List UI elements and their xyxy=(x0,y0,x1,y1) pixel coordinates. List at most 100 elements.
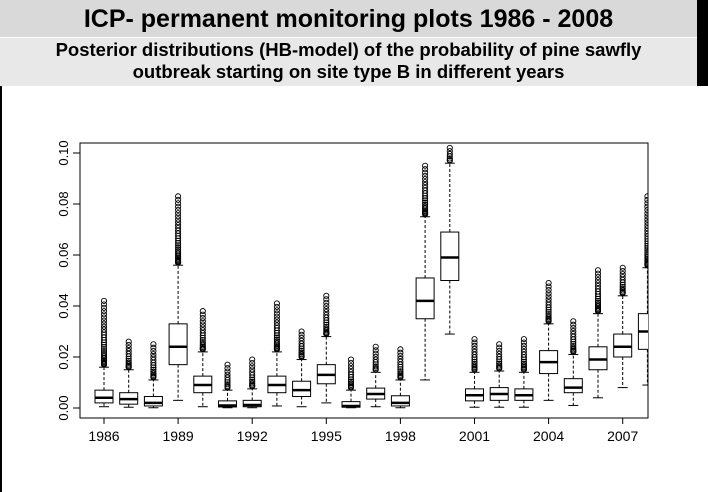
outlier-point xyxy=(323,309,330,316)
iqr-box xyxy=(563,378,583,394)
outlier-point xyxy=(619,274,626,281)
outlier-point xyxy=(273,319,280,326)
y-tick-label: 0.04 xyxy=(56,293,71,318)
banner-divider xyxy=(0,37,697,38)
outlier-point xyxy=(347,368,355,376)
outlier-point xyxy=(298,340,305,347)
outlier-point xyxy=(224,371,231,378)
box-1992 xyxy=(242,356,262,409)
x-tick-label: 1989 xyxy=(163,428,194,444)
box-1988 xyxy=(143,341,163,409)
outlier-point xyxy=(249,366,256,373)
outlier-point xyxy=(100,349,108,357)
box-1999 xyxy=(415,162,435,381)
outlier-point xyxy=(323,299,330,306)
outlier-point xyxy=(100,348,108,355)
iqr-box xyxy=(613,333,633,358)
subtitle-line-2: outbreak starting on site type B in diff… xyxy=(132,61,565,82)
outlier-point xyxy=(100,311,108,318)
outlier-point xyxy=(100,343,108,351)
outlier-point xyxy=(644,206,648,214)
outlier-point xyxy=(347,356,355,363)
outlier-point xyxy=(471,362,478,369)
x-tick-label: 2007 xyxy=(607,428,638,444)
box-1995 xyxy=(316,292,336,404)
outlier-point xyxy=(372,364,379,372)
outlier-point xyxy=(125,348,132,355)
outlier-point xyxy=(594,283,602,290)
outlier-point xyxy=(273,336,280,343)
outlier-point xyxy=(175,224,182,232)
outlier-point xyxy=(422,203,429,210)
outlier-point xyxy=(125,350,132,357)
outlier-point xyxy=(397,358,404,365)
box-2003 xyxy=(514,336,534,408)
outlier-point xyxy=(100,326,108,333)
box-1989 xyxy=(168,193,188,401)
outlier-point xyxy=(100,301,108,308)
outlier-point xyxy=(446,148,453,155)
x-tick-label: 1995 xyxy=(311,428,342,444)
outlier-point xyxy=(619,271,626,278)
iqr-box xyxy=(390,395,410,407)
subtitle-band xyxy=(0,38,697,86)
outlier-point xyxy=(175,240,182,247)
outlier-point xyxy=(422,166,429,173)
outlier-point xyxy=(273,332,280,339)
outlier-point xyxy=(150,366,157,373)
outlier-point xyxy=(323,296,330,303)
outlier-point xyxy=(619,276,626,283)
outlier-point xyxy=(175,206,182,213)
y-tick-label: 0.02 xyxy=(56,344,71,369)
page-subtitle: Posterior distributions (HB-model) of th… xyxy=(0,39,697,83)
outlier-point xyxy=(570,344,577,351)
outlier-point xyxy=(545,309,552,316)
outlier-point xyxy=(323,321,330,328)
outlier-point xyxy=(397,346,404,353)
outlier-point xyxy=(644,250,648,257)
outlier-point xyxy=(150,354,157,361)
outlier-point xyxy=(100,320,108,327)
outlier-point xyxy=(100,346,108,353)
outlier-point xyxy=(100,341,108,348)
outlier-point xyxy=(570,321,577,328)
outlier-point xyxy=(224,382,231,389)
box-1993 xyxy=(267,300,287,407)
outlier-point xyxy=(249,356,256,363)
outlier-point xyxy=(397,370,404,377)
iqr-box xyxy=(218,400,237,408)
box-1991 xyxy=(218,361,237,409)
box-2005 xyxy=(563,318,583,406)
outlier-point xyxy=(175,193,182,200)
outlier-point xyxy=(545,290,552,297)
slide-edge-bar xyxy=(697,0,708,86)
outlier-point xyxy=(100,297,108,304)
outlier-point xyxy=(422,179,429,186)
box-2008 xyxy=(637,193,648,386)
outlier-point xyxy=(199,314,206,322)
outlier-point xyxy=(496,350,503,357)
outlier-point xyxy=(150,357,157,364)
outlier-point xyxy=(224,365,231,372)
outlier-point xyxy=(175,196,182,203)
box-2007 xyxy=(613,264,633,389)
outlier-point xyxy=(249,359,256,367)
outlier-point xyxy=(644,245,648,252)
outlier-point xyxy=(150,347,157,355)
iqr-box xyxy=(242,399,262,408)
iqr-box xyxy=(588,346,608,371)
outlier-point xyxy=(422,184,429,191)
outlier-point xyxy=(520,342,527,349)
box-2006 xyxy=(588,267,608,399)
slide-left-border xyxy=(0,86,2,492)
outlier-point xyxy=(644,196,648,203)
box-1994 xyxy=(292,328,312,408)
outlier-point xyxy=(594,297,602,304)
outlier-point xyxy=(199,339,206,346)
outlier-point xyxy=(175,216,182,223)
outlier-point xyxy=(570,318,577,325)
outlier-point xyxy=(125,359,132,366)
outlier-point xyxy=(323,302,330,310)
outlier-point xyxy=(100,317,108,324)
outlier-point xyxy=(594,301,602,308)
